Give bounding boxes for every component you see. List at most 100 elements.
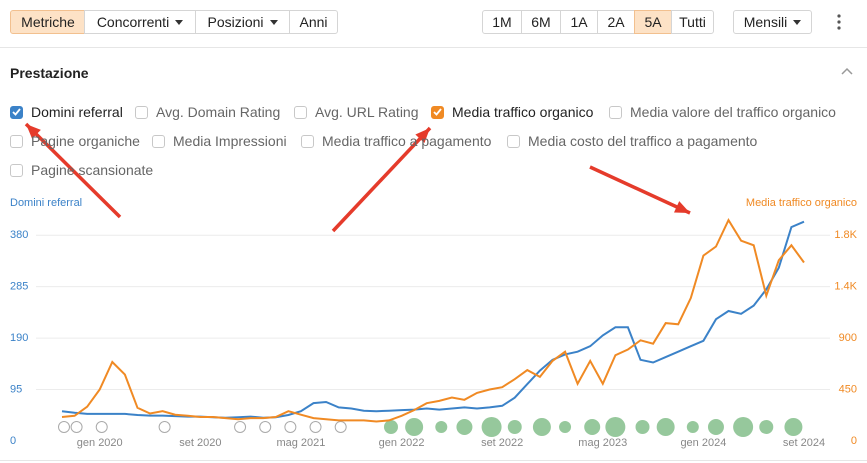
event-marker xyxy=(759,420,774,434)
event-marker xyxy=(656,418,675,436)
event-marker xyxy=(507,420,522,434)
event-marker xyxy=(605,417,626,437)
event-marker xyxy=(435,421,448,433)
checkbox-box xyxy=(10,163,23,177)
checkbox-box xyxy=(431,105,444,119)
checkbox-box xyxy=(10,134,23,148)
tab[interactable]: Metriche xyxy=(10,10,86,34)
x-tick-label: gen 2020 xyxy=(77,437,123,449)
x-tick-label: mag 2023 xyxy=(578,437,627,449)
range-button[interactable]: 6M xyxy=(521,10,561,34)
range-button[interactable]: Tutti xyxy=(671,10,714,34)
interval-dropdown[interactable]: Mensili xyxy=(733,10,812,34)
y-tick-label: 380 xyxy=(10,229,28,241)
label: Posizioni xyxy=(207,14,264,30)
x-tick-label: set 2024 xyxy=(783,437,825,449)
metric-checkbox[interactable]: Avg. Domain Rating xyxy=(135,104,280,120)
tab[interactable]: Posizioni xyxy=(195,10,290,34)
label: Avg. Domain Rating xyxy=(156,104,281,120)
checkbox-box xyxy=(152,134,165,148)
metric-checkbox[interactable]: Domini referral xyxy=(10,104,123,120)
checkbox-box xyxy=(10,105,23,119)
checkbox-box xyxy=(609,105,622,119)
tab[interactable]: Anni xyxy=(289,10,338,34)
event-marker xyxy=(309,421,322,433)
check xyxy=(433,108,442,116)
event-marker xyxy=(70,421,83,433)
y2-tick-label: 1.4K xyxy=(834,280,857,292)
bottom-divider xyxy=(0,460,867,461)
y2-tick-label: 0 xyxy=(851,435,857,447)
y2-tick-label: 450 xyxy=(839,383,857,395)
y-tick-label: 95 xyxy=(10,383,22,395)
metric-checkbox[interactable]: Media traffico a pagamento xyxy=(301,133,491,149)
event-marker xyxy=(733,417,754,437)
tab[interactable]: Concorrenti xyxy=(84,10,196,34)
event-marker xyxy=(481,417,502,437)
y2-tick-label: 1.8K xyxy=(834,229,857,241)
y2-tick-label: 900 xyxy=(839,332,857,344)
label: Tutti xyxy=(679,14,706,30)
x-tick-label: gen 2022 xyxy=(379,437,425,449)
metric-checkbox[interactable]: Media Impressioni xyxy=(152,133,287,149)
collapse-chevron[interactable] xyxy=(840,66,854,76)
checkbox-box xyxy=(135,105,148,119)
caret xyxy=(175,19,184,25)
checkbox-box xyxy=(294,105,307,119)
event-marker xyxy=(284,421,297,433)
range-button[interactable]: 1M xyxy=(482,10,522,34)
event-marker xyxy=(405,418,424,436)
y-tick-label: 0 xyxy=(10,435,16,447)
checkbox-box xyxy=(507,134,520,148)
metric-checkbox[interactable]: Avg. URL Rating xyxy=(294,104,419,120)
y-axis-title: Domini referral xyxy=(10,197,82,209)
event-marker xyxy=(456,419,473,435)
x-tick-label: set 2022 xyxy=(481,437,523,449)
divider xyxy=(0,47,867,48)
label: 1A xyxy=(570,14,588,30)
range-button[interactable]: 5A xyxy=(634,10,672,34)
x-tick-label: mag 2021 xyxy=(276,437,325,449)
label: Media traffico organico xyxy=(452,104,594,120)
x-tick-label: gen 2024 xyxy=(680,437,726,449)
metric-checkbox[interactable]: Pagine scansionate xyxy=(10,162,153,178)
label: 1M xyxy=(492,14,512,30)
y-tick-label: 190 xyxy=(10,332,28,344)
section-title: Prestazione xyxy=(10,65,89,81)
caret xyxy=(269,19,278,25)
event-marker xyxy=(259,421,272,433)
label: Concorrenti xyxy=(96,14,170,30)
event-marker xyxy=(784,418,803,436)
event-marker xyxy=(584,419,601,435)
metric-checkbox[interactable]: Pagine organiche xyxy=(10,133,140,149)
series-line xyxy=(61,218,805,423)
event-marker xyxy=(532,418,551,436)
label: Mensili xyxy=(743,14,788,30)
label: Media traffico a pagamento xyxy=(322,133,492,149)
series-line xyxy=(61,220,805,419)
event-marker xyxy=(635,420,650,434)
label: Media costo del traffico a pagamento xyxy=(528,133,758,149)
label: Avg. URL Rating xyxy=(315,104,419,120)
metric-checkbox[interactable]: Media valore del traffico organico xyxy=(609,104,836,120)
event-marker xyxy=(95,421,108,433)
label: Anni xyxy=(299,14,328,30)
label: Pagine organiche xyxy=(31,133,140,149)
label: 2A xyxy=(607,14,625,30)
annotation-arrow xyxy=(589,165,691,215)
checkbox-box xyxy=(301,134,314,148)
more-menu[interactable] xyxy=(834,12,844,32)
metric-checkbox[interactable]: Media costo del traffico a pagamento xyxy=(507,133,757,149)
range-button[interactable]: 1A xyxy=(560,10,598,34)
event-marker xyxy=(383,420,398,434)
event-marker xyxy=(234,421,247,433)
range-button[interactable]: 2A xyxy=(597,10,635,34)
caret xyxy=(793,19,802,25)
event-marker xyxy=(686,421,699,433)
metric-checkbox[interactable]: Media traffico organico xyxy=(431,104,593,120)
arrow-head xyxy=(674,201,690,213)
label: Metriche xyxy=(21,14,75,30)
label: 6M xyxy=(531,14,551,30)
label: Media valore del traffico organico xyxy=(630,104,836,120)
